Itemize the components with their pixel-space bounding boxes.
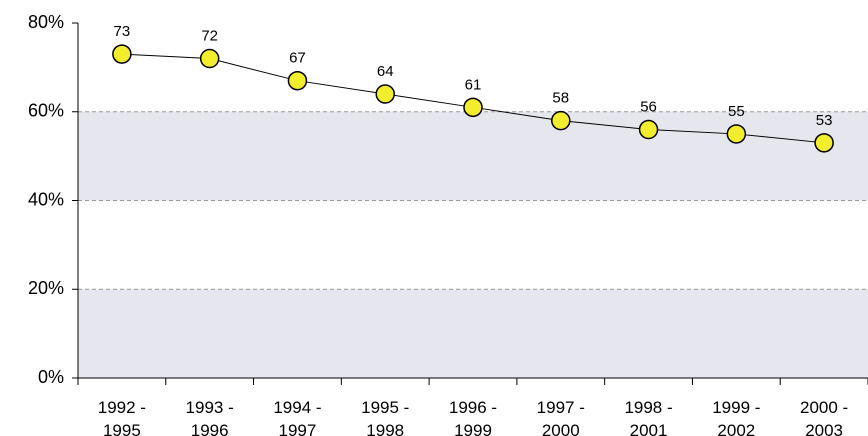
y-tick-label: 60%: [28, 101, 64, 121]
plot-band: [78, 111, 868, 201]
data-label: 67: [289, 50, 306, 67]
data-label: 56: [640, 98, 657, 115]
marker: [814, 133, 834, 153]
marker: [375, 84, 395, 104]
x-tick-label: 1997 - 2000: [536, 398, 585, 436]
y-tick-label: 20%: [28, 278, 64, 298]
data-label: 53: [816, 112, 833, 129]
y-tick-label: 40%: [28, 189, 64, 209]
x-tick-label: 1996 - 1999: [448, 398, 498, 436]
data-label: 58: [552, 90, 569, 107]
marker: [726, 124, 747, 144]
x-tick-label: 1995 - 1998: [361, 398, 410, 436]
marker: [463, 97, 483, 118]
marker: [638, 119, 659, 140]
y-tick-label: 80%: [28, 12, 64, 32]
data-label: 64: [377, 63, 394, 80]
data-label: 72: [201, 27, 218, 44]
marker: [551, 110, 571, 131]
data-label: 55: [728, 103, 745, 120]
x-tick-label: 1993 - 1996: [185, 398, 234, 436]
x-tick-label: 1992 - 1995: [97, 398, 146, 436]
x-tick-label: 1998 - 2001: [624, 398, 673, 436]
plot-band: [78, 289, 868, 378]
marker: [199, 48, 220, 69]
y-tick-label: 0%: [38, 367, 64, 387]
x-tick-label: 1994 - 1997: [273, 398, 322, 436]
data-label: 73: [114, 23, 131, 40]
marker: [287, 70, 308, 91]
x-tick-label: 2000 - 2003: [800, 398, 849, 436]
marker: [112, 44, 132, 64]
x-tick-label: 1999 - 2002: [712, 398, 761, 436]
data-label: 61: [465, 76, 482, 93]
